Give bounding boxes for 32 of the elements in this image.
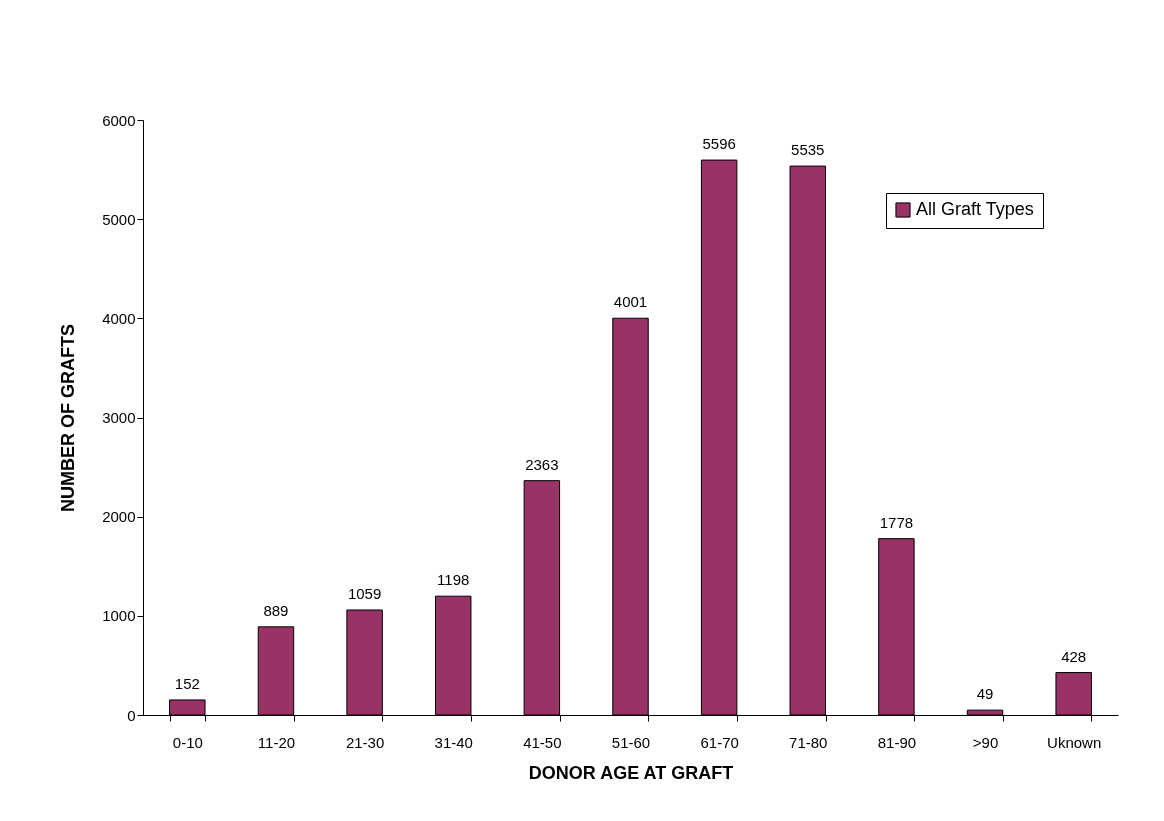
x-tick-label: 0-10: [172, 733, 203, 751]
x-axis-title: DONOR AGE AT GRAFT: [528, 762, 734, 783]
x-tick-label: >90: [972, 733, 999, 751]
x-tick-label: 31-40: [434, 733, 473, 751]
y-tick-label: 1000: [102, 607, 136, 625]
y-tick-label: 2000: [102, 508, 136, 526]
data-label: 5535: [791, 141, 825, 159]
x-tick-label: Uknown: [1047, 733, 1102, 751]
y-tick-label: 0: [127, 706, 136, 724]
y-tick-label: 5000: [102, 210, 136, 228]
x-tick-label: 11-20: [257, 733, 296, 751]
x-tick-label: 61-70: [700, 733, 739, 751]
y-axis-title: NUMBER OF GRAFTS: [58, 324, 79, 512]
data-label: 2363: [525, 455, 559, 473]
legend-label: All Graft Types: [916, 199, 1034, 219]
x-tick-label: 41-50: [523, 733, 562, 751]
x-tick-label: 21-30: [345, 733, 385, 751]
x-tick-label: 51-60: [611, 733, 651, 751]
data-label: 1059: [347, 584, 382, 602]
data-label: 1778: [879, 513, 914, 531]
y-tick-label: 3000: [102, 409, 136, 426]
data-label: 4001: [613, 293, 648, 311]
y-tick-label: 6000: [102, 111, 136, 129]
data-label: 428: [1061, 647, 1087, 665]
x-tick-label: 71-80: [789, 733, 828, 751]
data-label: 1198: [437, 571, 470, 589]
y-tick-label: 4000: [102, 309, 136, 327]
data-label: 49: [976, 685, 994, 703]
data-label: 5596: [702, 135, 736, 153]
data-label: 152: [174, 674, 200, 692]
x-tick-label: 81-90: [877, 733, 917, 751]
data-label: 889: [263, 601, 289, 619]
